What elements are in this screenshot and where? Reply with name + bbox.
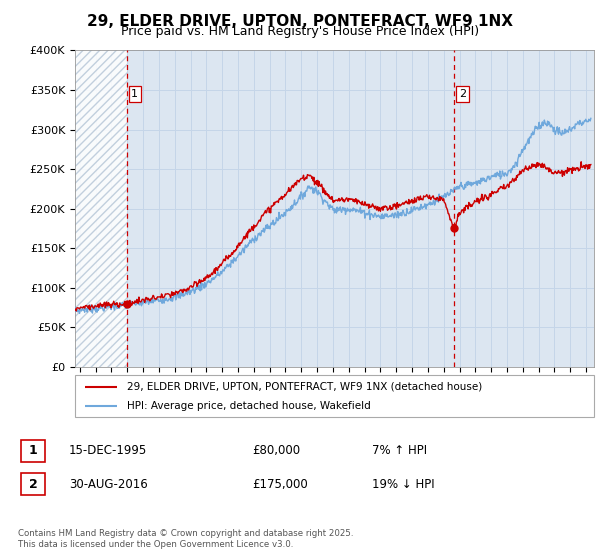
Text: Price paid vs. HM Land Registry's House Price Index (HPI): Price paid vs. HM Land Registry's House … bbox=[121, 25, 479, 38]
Text: 30-AUG-2016: 30-AUG-2016 bbox=[69, 478, 148, 491]
FancyBboxPatch shape bbox=[21, 473, 45, 496]
Text: £80,000: £80,000 bbox=[252, 444, 300, 458]
Text: 2: 2 bbox=[29, 478, 37, 491]
FancyBboxPatch shape bbox=[21, 440, 45, 462]
Text: 1: 1 bbox=[131, 89, 138, 99]
Text: 19% ↓ HPI: 19% ↓ HPI bbox=[372, 478, 434, 491]
Text: 15-DEC-1995: 15-DEC-1995 bbox=[69, 444, 147, 458]
Text: Contains HM Land Registry data © Crown copyright and database right 2025.
This d: Contains HM Land Registry data © Crown c… bbox=[18, 529, 353, 549]
Text: 1: 1 bbox=[29, 444, 37, 458]
Text: 29, ELDER DRIVE, UPTON, PONTEFRACT, WF9 1NX: 29, ELDER DRIVE, UPTON, PONTEFRACT, WF9 … bbox=[87, 14, 513, 29]
Text: HPI: Average price, detached house, Wakefield: HPI: Average price, detached house, Wake… bbox=[127, 401, 371, 411]
Text: 2: 2 bbox=[459, 89, 466, 99]
Text: 7% ↑ HPI: 7% ↑ HPI bbox=[372, 444, 427, 458]
Text: £175,000: £175,000 bbox=[252, 478, 308, 491]
FancyBboxPatch shape bbox=[75, 375, 594, 417]
Text: 29, ELDER DRIVE, UPTON, PONTEFRACT, WF9 1NX (detached house): 29, ELDER DRIVE, UPTON, PONTEFRACT, WF9 … bbox=[127, 381, 482, 391]
